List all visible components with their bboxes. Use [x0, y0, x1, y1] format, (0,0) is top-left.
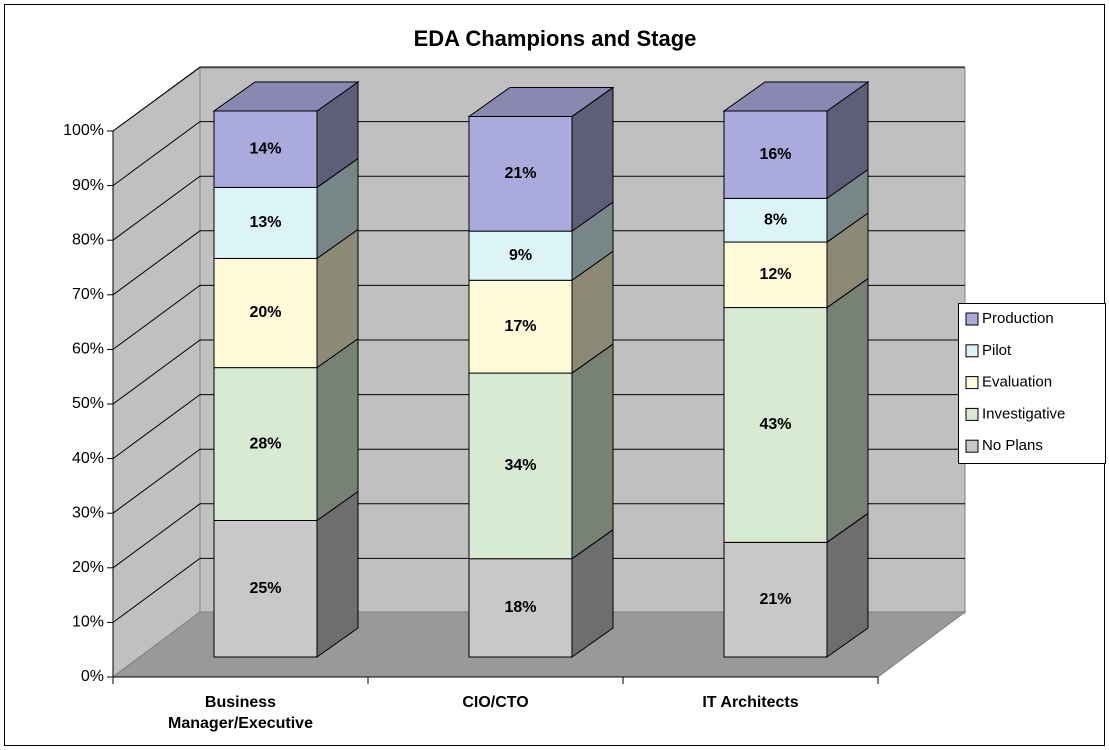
data-label: 43%	[759, 416, 791, 433]
grid-line	[112, 557, 965, 623]
y-tick-label: 0%	[81, 668, 104, 685]
data-label: 9%	[509, 247, 532, 264]
y-tick-label: 90%	[72, 177, 104, 194]
data-label: 21%	[759, 591, 791, 608]
data-label: 20%	[249, 304, 281, 321]
grid-line	[112, 394, 965, 460]
data-label: 13%	[249, 214, 281, 231]
legend-swatch	[965, 407, 979, 421]
bar-segment	[213, 520, 318, 658]
bar-segment	[213, 186, 318, 259]
y-tick-label: 80%	[72, 231, 104, 248]
data-label: 14%	[249, 140, 281, 157]
legend-swatch	[965, 376, 979, 390]
data-label: 18%	[504, 599, 536, 616]
grid-line	[112, 503, 965, 569]
y-tick-label: 20%	[72, 559, 104, 576]
legend-swatch	[965, 439, 979, 453]
bar-side	[826, 277, 869, 544]
bar-segment	[468, 372, 573, 560]
bar-segment	[213, 257, 318, 369]
data-label: 16%	[759, 146, 791, 163]
grid-line	[112, 448, 965, 514]
legend-label: Investigative	[982, 405, 1065, 422]
bar-side	[316, 337, 359, 522]
y-tick-label: 30%	[72, 504, 104, 521]
bar-segment	[468, 115, 573, 232]
legend-swatch	[965, 344, 979, 358]
bar-segment	[723, 241, 828, 309]
grid-line	[112, 66, 965, 132]
chart-title: EDA Champions and Stage	[414, 26, 697, 51]
legend-label: No Plans	[982, 437, 1043, 454]
data-label: 25%	[249, 580, 281, 597]
grid-line	[112, 230, 965, 296]
data-label: 12%	[759, 266, 791, 283]
bar-segment	[468, 279, 573, 374]
bar-top	[467, 86, 615, 117]
bar-segment	[213, 367, 318, 521]
y-tick-label: 100%	[63, 122, 104, 139]
grid-line	[112, 284, 965, 350]
grid-line	[112, 121, 965, 187]
y-tick-label: 70%	[72, 286, 104, 303]
x-tick-label: Business Manager/Executive	[168, 694, 313, 732]
bar-top	[212, 81, 360, 112]
data-label: 34%	[504, 457, 536, 474]
data-label: 21%	[504, 165, 536, 182]
y-tick-label: 40%	[72, 450, 104, 467]
bar-side	[571, 343, 614, 560]
grid-line	[112, 339, 965, 405]
bar-segment	[723, 541, 828, 658]
legend-swatch	[965, 312, 979, 326]
grid-line	[112, 175, 965, 241]
bar-segment	[723, 307, 828, 543]
data-label: 17%	[504, 318, 536, 335]
legend-label: Evaluation	[982, 374, 1052, 391]
y-tick-label: 50%	[72, 395, 104, 412]
bar-segment	[213, 110, 318, 188]
legend-label: Pilot	[982, 342, 1012, 359]
x-tick-label: IT Architects	[702, 694, 799, 711]
y-tick-label: 60%	[72, 341, 104, 358]
bar-segment	[468, 230, 573, 281]
bar-top	[722, 81, 870, 112]
legend-label: Production	[982, 310, 1054, 327]
data-label: 8%	[764, 211, 787, 228]
y-tick-label: 10%	[72, 614, 104, 631]
data-label: 28%	[249, 435, 281, 452]
legend	[958, 303, 1106, 464]
x-tick-label: CIO/CTO	[462, 694, 529, 711]
bar-segment	[468, 558, 573, 658]
